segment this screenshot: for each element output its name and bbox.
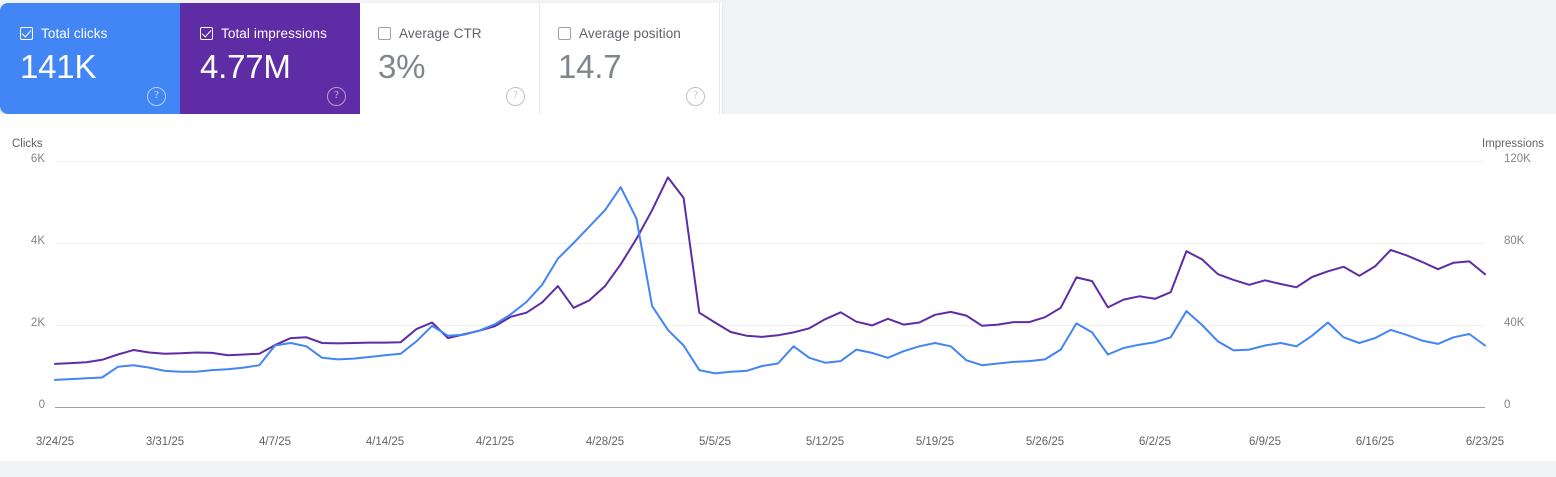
metric-card-total-impressions[interactable]: Total impressions 4.77M ? xyxy=(180,3,360,114)
metric-value: 14.7 xyxy=(558,48,622,85)
x-axis-tick: 4/21/25 xyxy=(475,436,515,448)
metric-card-header: Average position xyxy=(558,25,719,41)
series-line-total-clicks xyxy=(54,186,1486,381)
checkbox-total-impressions[interactable] xyxy=(200,26,213,40)
help-icon[interactable]: ? xyxy=(147,87,166,106)
x-axis-tick: 6/2/25 xyxy=(1139,436,1171,448)
chart-lines xyxy=(54,176,1486,381)
checkbox-average-ctr[interactable] xyxy=(378,26,391,40)
metric-label: Total clicks xyxy=(41,25,108,41)
help-icon[interactable]: ? xyxy=(686,87,705,106)
page-bottom-strip xyxy=(0,461,1556,477)
metric-value: 141K xyxy=(20,48,97,85)
performance-chart: Clicks Impressions 0 2K 4K 6K 0 40K 80K 120K 3… xyxy=(0,114,1556,461)
metric-card-header: Total impressions xyxy=(200,25,360,41)
right-axis-title: Impressions xyxy=(1482,138,1544,150)
left-axis-tick: 2K xyxy=(30,317,45,329)
metric-card-header: Total clicks xyxy=(20,25,180,41)
gridline xyxy=(55,161,1485,162)
x-axis-tick: 6/16/25 xyxy=(1355,436,1395,448)
x-axis-tick: 3/31/25 xyxy=(145,436,185,448)
metric-label: Total impressions xyxy=(221,25,327,41)
metric-card-total-clicks[interactable]: Total clicks 141K ? xyxy=(0,3,180,114)
checkbox-total-clicks[interactable] xyxy=(20,26,33,40)
x-axis-tick: 4/7/25 xyxy=(259,436,291,448)
metric-cards: Total clicks 141K ? Total impressions 4.… xyxy=(0,3,722,114)
right-axis-tick: 120K xyxy=(1504,153,1531,165)
x-axis-tick: 5/12/25 xyxy=(805,436,845,448)
metric-label: Average position xyxy=(579,25,681,41)
metric-label: Average CTR xyxy=(399,25,482,41)
series-line-total-impressions xyxy=(54,176,1486,365)
x-axis-tick: 5/26/25 xyxy=(1025,436,1065,448)
right-axis-tick: 80K xyxy=(1504,235,1525,247)
left-axis-tick: 6K xyxy=(30,153,45,165)
metric-value: 3% xyxy=(378,48,426,85)
metric-card-header: Average CTR xyxy=(378,25,539,41)
right-axis-tick: 40K xyxy=(1504,317,1525,329)
left-axis-tick: 0 xyxy=(38,399,45,411)
metric-card-average-ctr[interactable]: Average CTR 3% ? xyxy=(360,3,540,114)
x-axis-tick: 4/14/25 xyxy=(365,436,405,448)
metric-card-average-position[interactable]: Average position 14.7 ? xyxy=(540,3,720,114)
checkbox-average-position[interactable] xyxy=(558,26,571,40)
x-axis-tick: 4/28/25 xyxy=(585,436,625,448)
x-axis-tick: 5/5/25 xyxy=(699,436,731,448)
x-axis-tick: 5/19/25 xyxy=(915,436,955,448)
gridline xyxy=(55,325,1485,326)
left-axis-title: Clicks xyxy=(12,138,43,150)
metric-value: 4.77M xyxy=(200,48,291,85)
left-axis-tick: 4K xyxy=(30,235,45,247)
gridline xyxy=(55,243,1485,244)
right-axis-tick: 0 xyxy=(1504,399,1511,411)
x-axis-tick: 3/24/25 xyxy=(35,436,75,448)
help-icon[interactable]: ? xyxy=(506,87,525,106)
help-icon[interactable]: ? xyxy=(327,87,346,106)
x-axis-tick: 6/23/25 xyxy=(1465,436,1505,448)
gridline xyxy=(55,407,1485,409)
x-axis-tick: 6/9/25 xyxy=(1249,436,1281,448)
